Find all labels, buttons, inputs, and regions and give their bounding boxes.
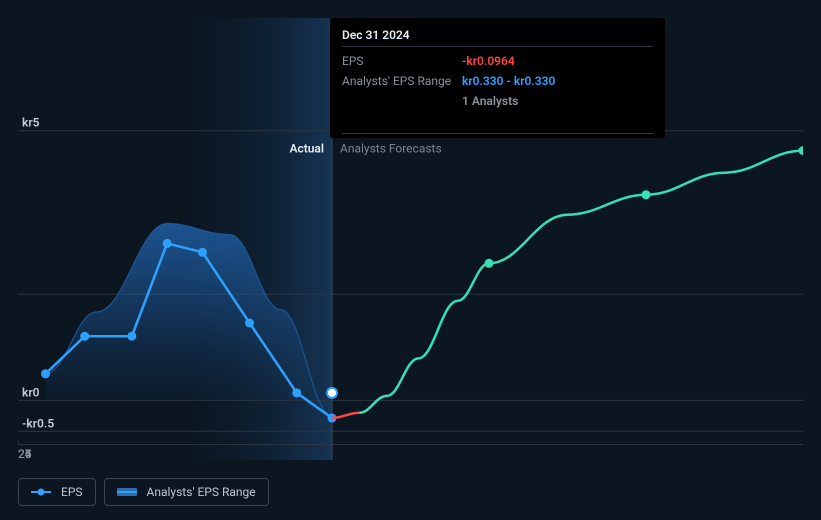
svg-text:2027: 2027: [18, 447, 32, 460]
legend-swatch-range: [117, 487, 137, 497]
chart-tooltip: Dec 31 2024 EPS -kr0.0964 Analysts' EPS …: [330, 18, 665, 138]
tooltip-label-range: Analysts' EPS Range: [342, 74, 462, 88]
tooltip-label-spacer: [342, 94, 462, 108]
legend-item-eps[interactable]: EPS: [18, 478, 96, 506]
chart-legend: EPS Analysts' EPS Range: [18, 478, 269, 506]
svg-text:-kr0.5: -kr0.5: [22, 416, 54, 430]
legend-label-range: Analysts' EPS Range: [147, 485, 256, 499]
range-high: kr0.330: [514, 74, 555, 88]
range-sep: -: [503, 74, 513, 88]
tooltip-row-analysts: 1 Analysts: [342, 91, 653, 111]
svg-text:Analysts Forecasts: Analysts Forecasts: [340, 142, 442, 156]
legend-swatch-eps: [31, 487, 51, 497]
eps-chart: kr5kr0-kr0.52024202520262027ActualAnalys…: [0, 0, 821, 520]
legend-item-range[interactable]: Analysts' EPS Range: [104, 478, 269, 506]
tooltip-divider: [342, 46, 653, 47]
tooltip-value-range: kr0.330 - kr0.330: [462, 74, 555, 88]
svg-text:Actual: Actual: [289, 142, 324, 156]
tooltip-row-eps: EPS -kr0.0964: [342, 51, 653, 71]
legend-label-eps: EPS: [61, 485, 83, 499]
range-low: kr0.330: [462, 74, 503, 88]
tooltip-value-eps: -kr0.0964: [462, 54, 515, 68]
tooltip-date: Dec 31 2024: [342, 28, 653, 42]
tooltip-bottom-line: [342, 133, 653, 134]
tooltip-analysts-count: 1 Analysts: [462, 94, 518, 108]
tooltip-label-eps: EPS: [342, 54, 462, 68]
tooltip-row-range: Analysts' EPS Range kr0.330 - kr0.330: [342, 71, 653, 91]
svg-text:kr5: kr5: [22, 116, 40, 130]
svg-text:kr0: kr0: [22, 385, 40, 399]
